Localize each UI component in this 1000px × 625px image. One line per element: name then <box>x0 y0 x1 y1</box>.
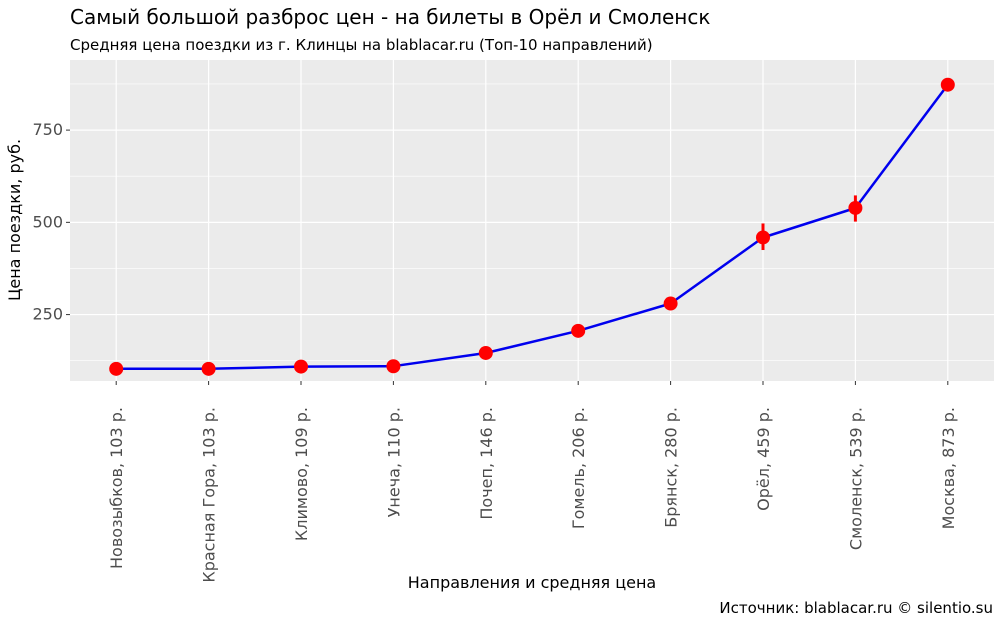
x-tick-label: Смоленск, 539 р. <box>846 407 865 550</box>
x-axis-title: Направления и средняя цена <box>408 573 656 592</box>
y-axis: 250 500 750 <box>32 120 70 324</box>
data-point <box>940 77 955 92</box>
data-point <box>663 296 678 311</box>
data-point <box>201 361 216 376</box>
chart-title: Самый большой разброс цен - на билеты в … <box>70 5 710 29</box>
data-point <box>294 359 308 374</box>
data-points <box>109 77 955 376</box>
x-tick-label: Новозыбков, 103 р. <box>107 407 126 569</box>
plot-panel <box>70 60 994 381</box>
x-tick-label: Унеча, 110 р. <box>384 407 403 517</box>
data-point <box>109 361 124 376</box>
data-point <box>478 345 493 360</box>
y-tick-label: 250 <box>32 305 63 324</box>
series-line-group <box>116 83 949 371</box>
y-axis-title: Цена поездки, руб. <box>5 139 24 301</box>
x-tick-label: Брянск, 280 р. <box>662 407 681 528</box>
y-tick-label: 750 <box>32 120 63 139</box>
major-gridlines <box>70 60 994 381</box>
source-caption: Источник: blablacar.ru © silentio.su <box>719 599 993 617</box>
data-point <box>756 230 770 245</box>
x-tick-label: Орёл, 459 р. <box>754 407 773 511</box>
x-tick-label: Почеп, 146 р. <box>477 407 496 520</box>
chart-subtitle: Средняя цена поездки из г. Клинцы на bla… <box>70 36 653 54</box>
data-point <box>571 323 586 338</box>
data-point <box>848 200 863 215</box>
y-tick-label: 500 <box>32 212 63 231</box>
minor-gridlines <box>70 83 994 362</box>
x-tick-label: Гомель, 206 р. <box>569 407 588 529</box>
x-tick-label: Климово, 109 р. <box>292 407 311 541</box>
x-tick-label: Москва, 873 р. <box>939 407 958 529</box>
data-point <box>386 359 401 374</box>
x-tick-label: Красная Гора, 103 р. <box>200 407 219 583</box>
series-line <box>116 83 949 371</box>
x-axis: Новозыбков, 103 р. Красная Гора, 103 р. Кл… <box>107 381 958 583</box>
